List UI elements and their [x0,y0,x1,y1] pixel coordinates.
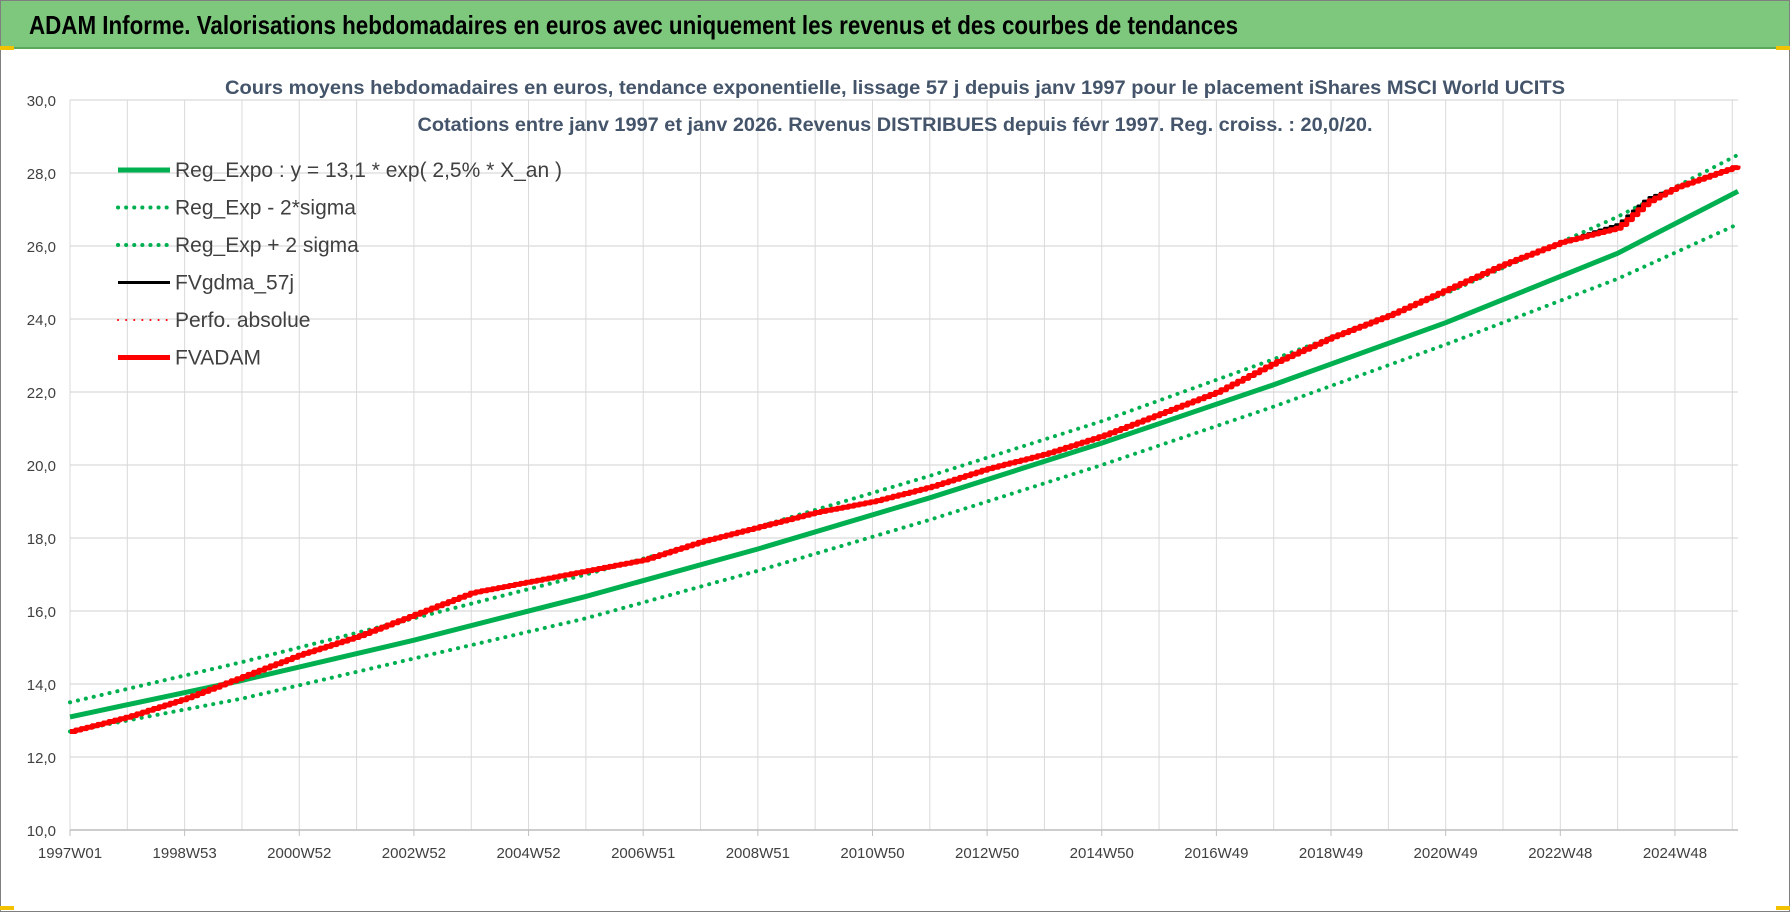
legend-label: Reg_Exp - 2*sigma [175,197,356,220]
y-tick-label: 16,0 [27,604,56,621]
x-tick-label: 2004W52 [496,845,560,862]
x-tick-label: 2014W50 [1070,845,1134,862]
header-bar: ADAM Informe. Valorisations hebdomadaire… [1,1,1789,49]
x-tick-label: 2002W52 [382,845,446,862]
legend-label: FVADAM [175,347,261,370]
x-tick-label: 1997W01 [38,845,102,862]
x-tick-label: 2024W48 [1643,845,1707,862]
chart-title-line1: Cours moyens hebdomadaires en euros, ten… [225,78,1565,99]
y-tick-label: 26,0 [27,239,56,256]
x-tick-label: 2016W49 [1184,845,1248,862]
chart-area: 10,0 12,0 14,0 16,0 18,0 20,0 22,0 24,0 26,0 28,0… [0,50,1790,912]
x-tick-label: 2012W50 [955,845,1019,862]
series-layer [68,152,1741,734]
legend-label: Perfo. absolue [175,309,310,332]
corner-marker [0,906,14,910]
x-tick-label: 2006W51 [611,845,675,862]
y-tick-label: 12,0 [27,750,56,767]
y-tick-label: 22,0 [27,385,56,402]
chart-title-line2: Cotations entre janv 1997 et janv 2026. … [418,115,1373,136]
y-tick-label: 28,0 [27,166,56,183]
y-tick-label: 10,0 [27,823,56,840]
x-tick-label: 2018W49 [1299,845,1363,862]
corner-marker [1776,906,1790,910]
x-tick-label: 1998W53 [153,845,217,862]
legend-label: FVgdma_57j [175,272,294,295]
corner-marker [1776,46,1790,50]
x-tick-label: 2008W51 [726,845,790,862]
x-tick-label: 2020W49 [1414,845,1478,862]
grid [69,99,1738,831]
series-line-1 [68,222,1740,734]
legend-label: Reg_Expo : y = 13,1 * exp( 2,5% * X_an ) [175,159,562,182]
y-tick-label: 30,0 [27,93,56,110]
page-title: ADAM Informe. Valorisations hebdomadaire… [29,10,1239,40]
y-tick-label: 20,0 [27,458,56,475]
series-line-4 [70,165,1741,734]
x-tick-label: 2022W48 [1528,845,1592,862]
y-tick-label: 18,0 [27,531,56,548]
corner-marker [0,46,14,50]
legend-label: Reg_Exp + 2 sigma [175,234,359,257]
chart-title: Cours moyens hebdomadaires en euros, ten… [225,78,1565,136]
x-tick-label: 2010W50 [840,845,904,862]
y-tick-label: 14,0 [27,677,56,694]
chart: 10,0 12,0 14,0 16,0 18,0 20,0 22,0 24,0 26,0 28,0… [27,78,1741,862]
legend: Reg_Expo : y = 13,1 * exp( 2,5% * X_an )… [116,159,562,370]
y-tick-label: 24,0 [27,312,56,329]
axes: 10,0 12,0 14,0 16,0 18,0 20,0 22,0 24,0 26,0 28,0… [27,93,1738,862]
x-tick-label: 2000W52 [267,845,331,862]
series-line-0 [69,189,1740,720]
